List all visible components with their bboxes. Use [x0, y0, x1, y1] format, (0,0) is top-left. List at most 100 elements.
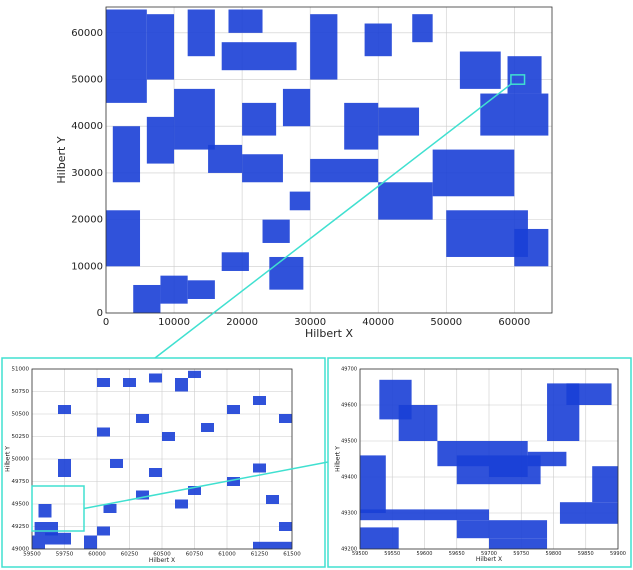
x-axis-label: Hilbert X — [305, 327, 353, 340]
density-block — [146, 14, 175, 80]
density-block — [282, 88, 311, 127]
y-tick-label: 60000 — [71, 28, 103, 39]
x-tick-label: 20000 — [226, 317, 258, 328]
density-block — [242, 154, 283, 183]
density-block — [262, 219, 290, 243]
x-tick-label: 59750 — [56, 551, 74, 557]
density-block — [253, 541, 292, 549]
density-block — [97, 526, 110, 536]
density-block — [58, 405, 71, 414]
density-block — [188, 486, 201, 495]
y-tick-label: 49700 — [341, 367, 357, 373]
density-block — [227, 477, 240, 486]
y-tick-label: 30000 — [71, 168, 103, 179]
x-tick-label: 59650 — [449, 551, 465, 557]
density-block — [559, 502, 618, 524]
density-block — [149, 373, 162, 383]
density-block — [279, 414, 292, 423]
x-tick-label: 59900 — [610, 551, 626, 557]
y-tick-label: 50000 — [71, 75, 103, 86]
y-tick-label: 49000 — [12, 547, 30, 553]
x-tick-label: 30000 — [294, 317, 326, 328]
density-block — [103, 504, 117, 513]
density-block — [162, 432, 175, 441]
zoom-region — [510, 74, 526, 85]
density-block — [160, 275, 188, 304]
density-block — [146, 116, 175, 164]
density-block — [221, 252, 249, 271]
density-block — [38, 504, 52, 518]
density-block — [175, 378, 188, 392]
x-tick-label: 61250 — [251, 551, 269, 557]
density-block — [201, 423, 214, 432]
y-axis-label: Hilbert Y — [55, 136, 68, 183]
x-tick-label: 61500 — [283, 551, 301, 557]
x-tick-label: 59600 — [417, 551, 433, 557]
x-tick-label: 60250 — [121, 551, 139, 557]
x-tick-label: 60750 — [186, 551, 204, 557]
y-tick-label: 49500 — [12, 502, 30, 508]
x-tick-label: 40000 — [362, 317, 394, 328]
x-tick-label: 60500 — [153, 551, 171, 557]
density-block — [221, 42, 297, 71]
density-block — [360, 509, 489, 521]
zoom-connector — [83, 461, 329, 510]
density-block — [32, 535, 45, 549]
x-tick-label: 59700 — [481, 551, 497, 557]
x-tick-label: 0 — [103, 317, 109, 328]
x-axis-label: Hilbert X — [476, 556, 502, 563]
y-tick-label: 49500 — [341, 439, 357, 445]
density-block — [456, 520, 548, 539]
density-block — [187, 280, 215, 299]
density-block — [480, 93, 549, 136]
x-tick-label: 50000 — [430, 317, 462, 328]
x-tick-label: 59800 — [546, 551, 562, 557]
density-block — [208, 144, 243, 173]
density-block — [136, 490, 149, 500]
y-tick-label: 50500 — [12, 412, 30, 418]
density-block — [97, 378, 110, 387]
density-block — [514, 228, 549, 267]
density-block — [242, 102, 277, 136]
density-block — [133, 284, 161, 313]
density-block — [106, 210, 141, 267]
density-block — [45, 532, 71, 545]
density-block — [378, 182, 433, 220]
density-block — [269, 256, 304, 290]
density-block — [84, 535, 97, 549]
density-block — [228, 9, 263, 33]
y-tick-label: 20000 — [71, 215, 103, 226]
y-tick-label: 49200 — [341, 547, 357, 553]
y-tick-label: 40000 — [71, 121, 103, 132]
y-tick-label: 50000 — [12, 457, 30, 463]
x-tick-label: 10000 — [158, 317, 190, 328]
density-block — [459, 51, 501, 89]
x-tick-label: 61000 — [218, 551, 236, 557]
y-tick-label: 0 — [97, 308, 103, 319]
density-block — [112, 126, 141, 183]
density-block — [360, 527, 399, 549]
density-block — [378, 107, 420, 136]
density-block — [34, 522, 58, 536]
y-tick-label: 50750 — [12, 389, 30, 395]
density-block — [279, 522, 292, 531]
density-block — [489, 538, 548, 549]
density-block — [289, 191, 311, 211]
density-block — [310, 14, 338, 80]
y-axis-label: Hilbert Y — [335, 446, 342, 472]
density-block — [253, 463, 266, 473]
x-tick-label: 59500 — [23, 551, 41, 557]
density-block — [266, 495, 279, 504]
density-block — [227, 405, 240, 414]
density-block — [106, 9, 147, 103]
y-tick-label: 10000 — [71, 261, 103, 272]
density-block — [175, 499, 188, 509]
y-tick-label: 51000 — [12, 367, 30, 373]
y-tick-label: 49300 — [341, 511, 357, 517]
plot-frame — [105, 6, 553, 314]
density-block — [344, 102, 379, 150]
density-block — [188, 370, 201, 378]
y-tick-label: 49250 — [12, 524, 30, 530]
density-block — [432, 149, 515, 197]
